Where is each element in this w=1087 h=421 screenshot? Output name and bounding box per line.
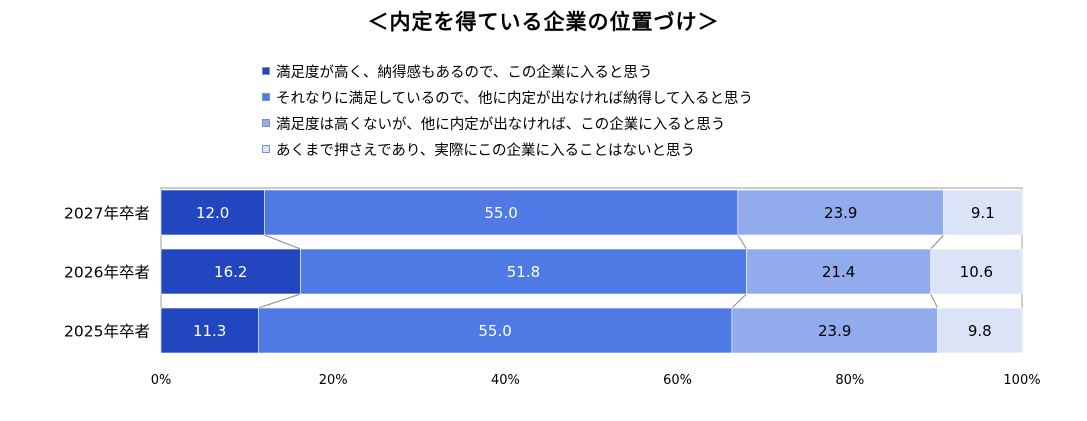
data-label: 55.0 bbox=[484, 204, 517, 222]
bar-segment-1 bbox=[160, 248, 301, 295]
category-label: 2026年卒者 bbox=[64, 264, 150, 282]
x-tick-label: 60% bbox=[663, 373, 692, 388]
bar-segment-4 bbox=[943, 189, 1023, 236]
bar-segment-3 bbox=[731, 307, 938, 354]
bar-segment-4 bbox=[930, 248, 1023, 295]
category-label: 2027年卒者 bbox=[64, 205, 150, 223]
data-label: 23.9 bbox=[824, 204, 857, 222]
legend-label-series-3: 満足度は高くないが、他に内定が出なければ、この企業に入ると思う bbox=[276, 116, 726, 133]
x-tick-label: 0% bbox=[151, 373, 172, 388]
bar-segment-3 bbox=[746, 248, 932, 295]
legend-swatch-series-1 bbox=[262, 67, 270, 75]
chart-legend: 満足度が高く、納得感もあるので、この企業に入ると思う それなりに満足しているので… bbox=[262, 58, 882, 162]
bar-segment-4 bbox=[937, 307, 1023, 354]
legend-item-series-4: あくまで押さえであり、実際にこの企業に入ることはないと思う bbox=[262, 136, 882, 162]
legend-label-series-1: 満足度が高く、納得感もあるので、この企業に入ると思う bbox=[276, 64, 653, 81]
chart-title: ＜内定を得ている企業の位置づけ＞ bbox=[367, 10, 720, 34]
data-label: 55.0 bbox=[478, 322, 511, 340]
series-connector-line bbox=[264, 234, 301, 250]
legend-item-series-1: 満足度が高く、納得感もあるので、この企業に入ると思う bbox=[262, 58, 882, 84]
x-tick-label: 40% bbox=[491, 373, 520, 388]
legend-swatch-series-3 bbox=[262, 119, 270, 127]
data-label: 9.1 bbox=[971, 204, 995, 222]
series-connector-line bbox=[258, 293, 301, 309]
legend-item-series-2: それなりに満足しているので、他に内定が出なければ納得して入ると思う bbox=[262, 84, 882, 110]
bar-segment-1 bbox=[160, 307, 259, 354]
bar-segment-1 bbox=[160, 189, 265, 236]
series-connector-line bbox=[930, 293, 939, 309]
legend-label-series-2: それなりに満足しているので、他に内定が出なければ納得して入ると思う bbox=[276, 90, 754, 107]
legend-item-series-3: 満足度は高くないが、他に内定が出なければ、この企業に入ると思う bbox=[262, 110, 882, 136]
data-label: 9.8 bbox=[968, 322, 992, 340]
bar-segment-2 bbox=[264, 189, 739, 236]
legend-label-series-4: あくまで押さえであり、実際にこの企業に入ることはないと思う bbox=[276, 142, 696, 159]
x-tick-label: 20% bbox=[319, 373, 348, 388]
data-label: 51.8 bbox=[507, 263, 540, 281]
data-label: 12.0 bbox=[196, 204, 229, 222]
legend-swatch-series-4 bbox=[262, 145, 270, 153]
series-connector-line bbox=[731, 293, 747, 309]
data-label: 16.2 bbox=[214, 263, 247, 281]
category-label: 2025年卒者 bbox=[64, 323, 150, 341]
series-connector-line bbox=[737, 234, 747, 250]
bar-segment-3 bbox=[737, 189, 944, 236]
legend-swatch-series-2 bbox=[262, 93, 270, 101]
data-label: 11.3 bbox=[193, 322, 226, 340]
x-tick-label: 100% bbox=[1003, 373, 1040, 388]
bar-segment-2 bbox=[300, 248, 747, 295]
x-tick-label: 80% bbox=[835, 373, 864, 388]
data-label: 10.6 bbox=[960, 263, 993, 281]
data-label: 23.9 bbox=[818, 322, 851, 340]
series-connector-line bbox=[930, 234, 945, 250]
data-label: 21.4 bbox=[822, 263, 855, 281]
